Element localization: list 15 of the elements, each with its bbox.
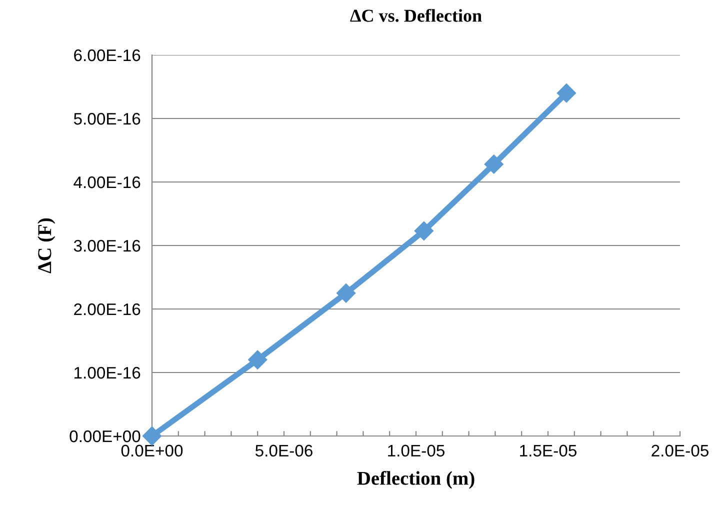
x-tick-label: 5.0E-06 xyxy=(255,444,312,457)
x-tick-label: 1.5E-05 xyxy=(520,444,576,457)
y-tick-label: 3.00E-16 xyxy=(74,240,140,252)
x-tick-label: 1.0E-05 xyxy=(388,444,444,457)
y-axis-title: ΔC (F) xyxy=(38,218,56,274)
x-axis-title: Deflection (m) xyxy=(357,470,474,489)
y-tick-label: 4.00E-16 xyxy=(74,176,140,188)
y-tick-label: 0.00E+00 xyxy=(70,430,140,442)
x-tick-label: 0.0E+00 xyxy=(121,444,183,457)
x-tick-label: 2.0E-05 xyxy=(652,444,708,457)
chart-title: ΔC vs. Deflection xyxy=(350,8,482,22)
y-tick-label: 2.00E-16 xyxy=(74,303,140,316)
y-tick-label: 1.00E-16 xyxy=(74,366,140,379)
y-tick-label: 6.00E-16 xyxy=(74,49,140,62)
y-tick-label: 5.00E-16 xyxy=(74,112,140,125)
